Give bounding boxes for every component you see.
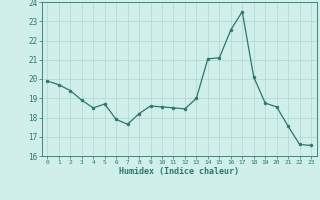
X-axis label: Humidex (Indice chaleur): Humidex (Indice chaleur)	[119, 167, 239, 176]
